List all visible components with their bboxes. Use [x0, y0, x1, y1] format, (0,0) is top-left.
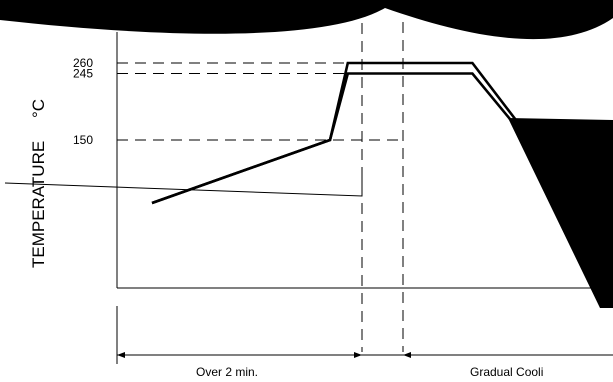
span-label-preheat: Over 2 min.: [196, 365, 258, 379]
span-arrowhead-left: [117, 352, 125, 358]
y-axis-label: TEMPERATURE °C: [29, 99, 48, 268]
time-span-section: Over 2 min. Gradual Cooli: [116, 306, 613, 379]
axes: [116, 32, 613, 289]
series-line-2: [151, 72, 613, 209]
right-black-wedge: [508, 118, 613, 308]
span-arrowhead-mid-right: [403, 352, 411, 358]
y-tick-150: 150: [73, 133, 93, 147]
phase-boundaries: [361, 5, 404, 352]
span-arrowhead-mid-left: [354, 352, 362, 358]
series-group: [151, 61, 613, 209]
leader-line: [4, 178, 363, 197]
y-tick-245: 245: [73, 67, 93, 81]
y-axis-title: TEMPERATURE: [29, 141, 48, 268]
span-label-cooling: Gradual Cooli: [470, 365, 543, 379]
y-axis-unit: °C: [29, 99, 48, 118]
y-tick-260: 260: [73, 56, 93, 70]
top-black-blob: [0, 0, 613, 40]
